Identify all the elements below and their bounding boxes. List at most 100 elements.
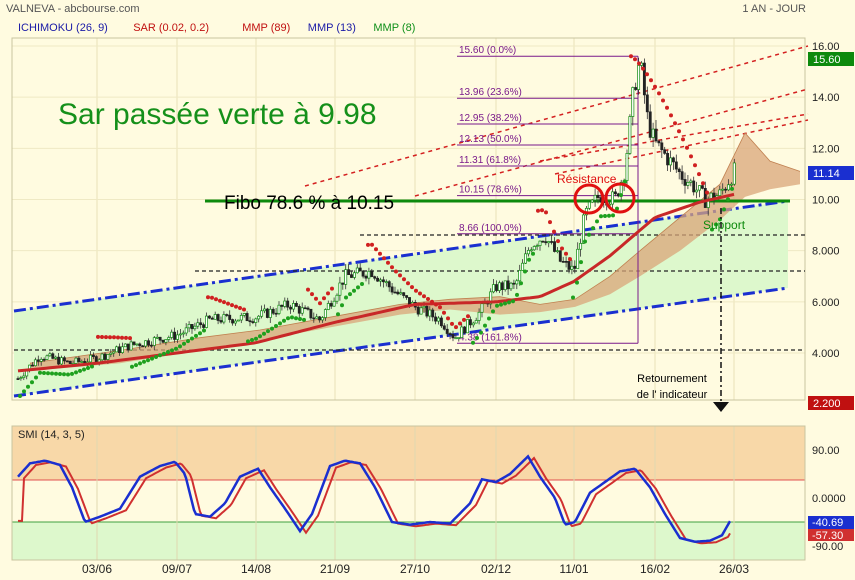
sar-dot-green bbox=[615, 206, 619, 211]
fibo-annotation: Fibo 78.6 % à 10.15 bbox=[224, 193, 394, 214]
candle-body bbox=[126, 343, 130, 351]
sar-dot-red bbox=[649, 78, 653, 83]
sar-dot-red bbox=[398, 273, 402, 278]
candle-body bbox=[344, 269, 348, 285]
candle-body bbox=[379, 279, 382, 282]
sar-dot-green bbox=[340, 303, 344, 308]
candle-body bbox=[184, 327, 188, 334]
candle-body bbox=[190, 324, 194, 330]
sar-dot-green bbox=[519, 281, 523, 286]
candle-body bbox=[677, 168, 681, 173]
candle-body bbox=[416, 306, 420, 315]
smi-overbought-zone bbox=[12, 426, 805, 480]
candle-body bbox=[700, 185, 704, 189]
candle-body bbox=[654, 128, 658, 142]
regression-line-4 bbox=[554, 119, 809, 175]
sar-dot-red bbox=[370, 242, 374, 247]
resistance-circle-1 bbox=[573, 183, 605, 215]
candle-body bbox=[309, 308, 313, 319]
fibo-level-label: 4.38 (161.8%) bbox=[459, 332, 522, 343]
candle-body bbox=[152, 337, 156, 346]
sar-dot-red bbox=[120, 335, 124, 340]
fibo-level-label: 12.13 (50.0%) bbox=[459, 134, 522, 145]
sar-dot-red bbox=[330, 286, 334, 291]
x-tick-label: 26/03 bbox=[719, 562, 749, 576]
candle-body bbox=[666, 152, 670, 166]
x-tick-label: 27/10 bbox=[400, 562, 430, 576]
smi-y-axis: 90.00 0.0000 -90.00 bbox=[812, 445, 846, 553]
candle-body bbox=[33, 359, 37, 367]
candle-body bbox=[509, 282, 513, 290]
sar-dot-red bbox=[685, 145, 689, 150]
sar-dot-red bbox=[206, 295, 210, 300]
smi-signal-badge-text: -57.30 bbox=[812, 530, 843, 542]
sar-dot-red bbox=[701, 181, 705, 186]
candle-body bbox=[651, 128, 655, 138]
candle-body bbox=[332, 300, 336, 307]
sar-dot-red bbox=[128, 336, 132, 341]
candle-body bbox=[373, 276, 377, 279]
candle-body bbox=[210, 317, 214, 320]
ichimoku-cloud bbox=[29, 132, 801, 371]
candle-body bbox=[187, 324, 191, 329]
candle-body bbox=[176, 334, 179, 340]
resistance-circle-2 bbox=[604, 182, 636, 214]
sar-dot-green bbox=[270, 326, 274, 331]
candle-body bbox=[544, 241, 548, 244]
y-tick-label: 10.00 bbox=[812, 195, 840, 207]
candle-body bbox=[637, 65, 641, 90]
sar-dot-red bbox=[406, 281, 410, 286]
sar-dot-red bbox=[124, 335, 128, 340]
sar-dot-red bbox=[458, 321, 462, 326]
sar-dot-red bbox=[536, 208, 540, 213]
candle-body bbox=[526, 250, 530, 255]
sar-dot-green bbox=[527, 257, 531, 262]
sar-dot-red bbox=[366, 242, 370, 247]
sar-dot-green bbox=[302, 317, 306, 322]
candle-body bbox=[196, 322, 200, 327]
sar-dot-green bbox=[603, 214, 607, 218]
candle-body bbox=[216, 314, 220, 321]
candle-body bbox=[466, 319, 469, 334]
sar-dot-red bbox=[318, 301, 322, 306]
candle-body bbox=[167, 337, 171, 340]
candle-body bbox=[695, 189, 699, 193]
candle-body bbox=[521, 262, 525, 271]
candle-body bbox=[657, 140, 661, 144]
candle-body bbox=[60, 357, 63, 365]
candle-body bbox=[570, 265, 574, 270]
sar-dot-red bbox=[382, 256, 386, 261]
smi-y-tick-label: 90.00 bbox=[812, 445, 840, 457]
sar-dot-green bbox=[178, 344, 182, 349]
candle-body bbox=[628, 116, 632, 154]
candle-body bbox=[347, 269, 351, 276]
candle-body bbox=[492, 284, 496, 293]
candle-body bbox=[613, 191, 617, 195]
candle-body bbox=[550, 241, 554, 243]
candle-body bbox=[442, 325, 446, 330]
candle-body bbox=[732, 162, 736, 185]
candle-body bbox=[205, 315, 208, 328]
candle-body bbox=[538, 240, 542, 246]
regression-line-3 bbox=[539, 113, 809, 162]
candle-body bbox=[480, 303, 484, 313]
candle-body bbox=[376, 277, 380, 282]
candle-body bbox=[402, 292, 406, 296]
volume-badge bbox=[808, 396, 854, 410]
candle-body bbox=[663, 149, 667, 154]
sar-dot-red bbox=[386, 260, 390, 265]
sar-dot-green bbox=[348, 292, 352, 297]
y-tick-label: 14.00 bbox=[812, 92, 840, 104]
sar-dot-red bbox=[645, 72, 649, 77]
sar-dot-red bbox=[414, 288, 418, 293]
regression-line-1 bbox=[304, 45, 809, 187]
candle-body bbox=[535, 245, 539, 247]
sar-dot-red bbox=[230, 303, 234, 308]
candle-body bbox=[147, 340, 150, 346]
last-price-badge-text: 15.60 bbox=[813, 54, 841, 66]
sar-dot-red bbox=[210, 295, 214, 300]
sar-dot-red bbox=[693, 163, 697, 168]
sar-dot-green bbox=[352, 288, 356, 293]
smi-line bbox=[17, 454, 732, 543]
